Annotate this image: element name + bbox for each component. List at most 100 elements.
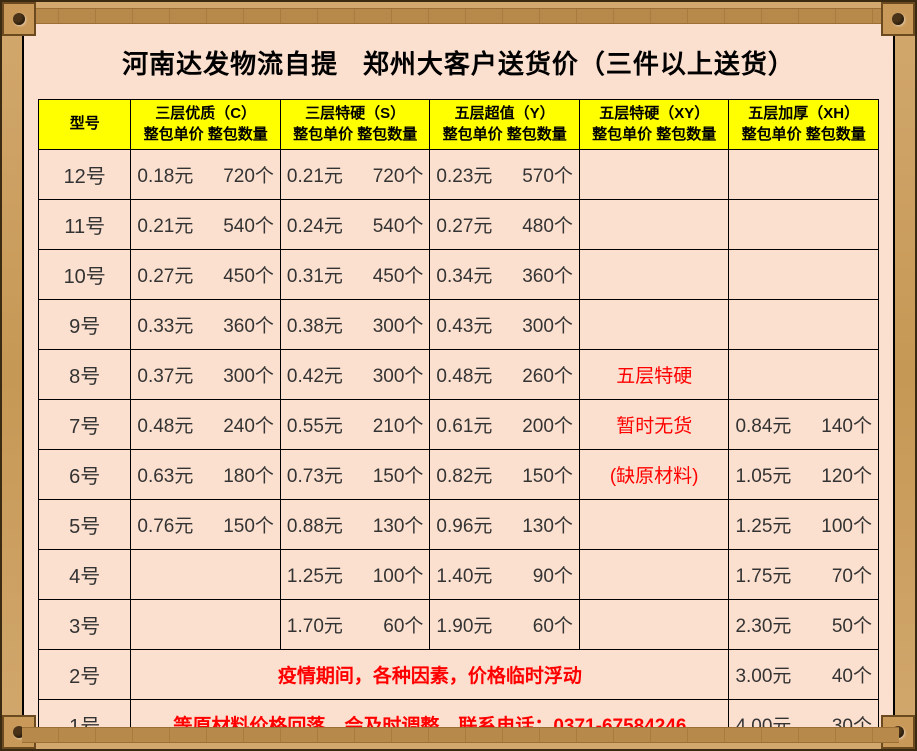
- table-cell: [579, 600, 729, 650]
- table-cell: 0.18元720个: [131, 150, 281, 200]
- cell-qty: 720个: [373, 161, 424, 188]
- cell-price: 0.88元: [287, 511, 343, 538]
- cell-qty: 140个: [821, 411, 872, 438]
- cell-qty: 570个: [522, 161, 573, 188]
- table-note-cell: 五层特硬: [579, 350, 729, 400]
- cell-price: 0.96元: [436, 511, 492, 538]
- table-cell: 0.88元130个: [280, 500, 430, 550]
- merged-note-cell: 疫情期间，各种因素，价格临时浮动: [131, 650, 729, 700]
- cell-qty: 300个: [223, 361, 274, 388]
- cell-price: 1.75元: [735, 561, 791, 588]
- cell-qty: 300个: [373, 311, 424, 338]
- price-sheet: 河南达发物流自提 郑州大客户送货价（三件以上送货） 型号 三层优质（C） 整包单…: [22, 22, 895, 729]
- cell-price: 0.84元: [735, 411, 791, 438]
- cell-qty: 150个: [373, 461, 424, 488]
- table-cell: [729, 250, 879, 300]
- cell-qty: 120个: [821, 461, 872, 488]
- table-cell: 0.63元180个: [131, 450, 281, 500]
- cell-price: 0.27元: [137, 261, 193, 288]
- cell-qty: 200个: [522, 411, 573, 438]
- model-cell: 4号: [39, 550, 131, 600]
- cell-qty: 360个: [522, 261, 573, 288]
- table-cell: [729, 200, 879, 250]
- cell-qty: 50个: [832, 611, 872, 638]
- cell-qty: 360个: [223, 311, 274, 338]
- cell-price: 0.27元: [436, 211, 492, 238]
- cell-qty: 300个: [522, 311, 573, 338]
- frame-corner: [881, 715, 915, 749]
- table-cell: 0.55元210个: [280, 400, 430, 450]
- table-row: 9号0.33元360个0.38元300个0.43元300个: [39, 300, 879, 350]
- table-row: 7号0.48元240个0.55元210个0.61元200个暂时无货0.84元14…: [39, 400, 879, 450]
- table-row: 11号0.21元540个0.24元540个0.27元480个: [39, 200, 879, 250]
- table-row: 8号0.37元300个0.42元300个0.48元260个五层特硬: [39, 350, 879, 400]
- cell-price: 0.31元: [287, 261, 343, 288]
- table-cell: 0.73元150个: [280, 450, 430, 500]
- header-sub: 整包单价 整包数量: [283, 125, 428, 145]
- cell-qty: 60个: [383, 611, 423, 638]
- table-cell: [579, 200, 729, 250]
- cell-price: 0.18元: [137, 161, 193, 188]
- cell-qty: 540个: [373, 211, 424, 238]
- header-sub: 整包单价 整包数量: [582, 125, 727, 145]
- table-cell: 2.30元50个: [729, 600, 879, 650]
- cell-price: 0.38元: [287, 311, 343, 338]
- table-note-cell: 暂时无货: [579, 400, 729, 450]
- frame-corner: [881, 2, 915, 36]
- merged-note-cell: 等原材料价格回落，会及时调整。联系电话：0371-67584246: [131, 700, 729, 730]
- table-cell: 0.61元200个: [430, 400, 580, 450]
- table-cell: [729, 300, 879, 350]
- table-cell: 0.24元 540个: [280, 200, 430, 250]
- wood-frame: 河南达发物流自提 郑州大客户送货价（三件以上送货） 型号 三层优质（C） 整包单…: [0, 0, 917, 751]
- cell-price: 0.24元: [287, 211, 343, 238]
- frame-corner: [2, 2, 36, 36]
- table-row: 10号0.27元450个0.31元450个0.34元360个: [39, 250, 879, 300]
- frame-corner: [2, 715, 36, 749]
- cell-qty: 30个: [832, 711, 872, 729]
- header-model: 型号: [39, 100, 131, 150]
- cell-price: 0.37元: [137, 361, 193, 388]
- table-cell: [579, 300, 729, 350]
- table-row: 3号 1.70元 60个 1.90元60个 2.30元50个: [39, 600, 879, 650]
- cell-price: 0.82元: [436, 461, 492, 488]
- table-cell: 0.21元540个: [131, 200, 281, 250]
- table-cell: 1.70元 60个: [280, 600, 430, 650]
- table-cell: [131, 600, 281, 650]
- table-cell: 0.82元150个: [430, 450, 580, 500]
- page-title: 河南达发物流自提 郑州大客户送货价（三件以上送货）: [38, 44, 879, 81]
- cell-qty: 300个: [373, 361, 424, 388]
- cell-qty: 210个: [373, 411, 424, 438]
- header-sub: 整包单价 整包数量: [432, 125, 577, 145]
- header-col-c: 三层优质（C） 整包单价 整包数量: [131, 100, 281, 150]
- table-cell: 0.48元260个: [430, 350, 580, 400]
- table-row: 6号0.63元180个0.73元150个0.82元150个(缺原材料)1.05元…: [39, 450, 879, 500]
- table-cell: 0.96元130个: [430, 500, 580, 550]
- header-main: 三层特硬（S）: [283, 104, 428, 124]
- model-cell: 8号: [39, 350, 131, 400]
- table-cell: [579, 500, 729, 550]
- cell-price: 0.34元: [436, 261, 492, 288]
- table-cell: 1.90元60个: [430, 600, 580, 650]
- cell-qty: 40个: [832, 661, 872, 688]
- cell-price: 3.00元: [735, 661, 791, 688]
- table-cell: [579, 250, 729, 300]
- table-cell: 1.25元100个: [729, 500, 879, 550]
- cell-price: 1.70元: [287, 611, 343, 638]
- table-cell: 1.75元 70个: [729, 550, 879, 600]
- cell-price: 0.63元: [137, 461, 193, 488]
- table-cell: 0.21元720个: [280, 150, 430, 200]
- cell-price: 0.42元: [287, 361, 343, 388]
- cell-qty: 100个: [373, 561, 424, 588]
- cell-qty: 240个: [223, 411, 274, 438]
- table-cell: 0.37元 300个: [131, 350, 281, 400]
- cell-qty: 70个: [832, 561, 872, 588]
- table-cell: [579, 550, 729, 600]
- header-col-s: 三层特硬（S） 整包单价 整包数量: [280, 100, 430, 150]
- header-main: 五层特硬（XY）: [582, 104, 727, 124]
- model-cell: 2号: [39, 650, 131, 700]
- cell-price: 0.23元: [436, 161, 492, 188]
- table-cell: 0.27元450个: [131, 250, 281, 300]
- cell-price: 0.76元: [137, 511, 193, 538]
- model-cell: 10号: [39, 250, 131, 300]
- model-cell: 3号: [39, 600, 131, 650]
